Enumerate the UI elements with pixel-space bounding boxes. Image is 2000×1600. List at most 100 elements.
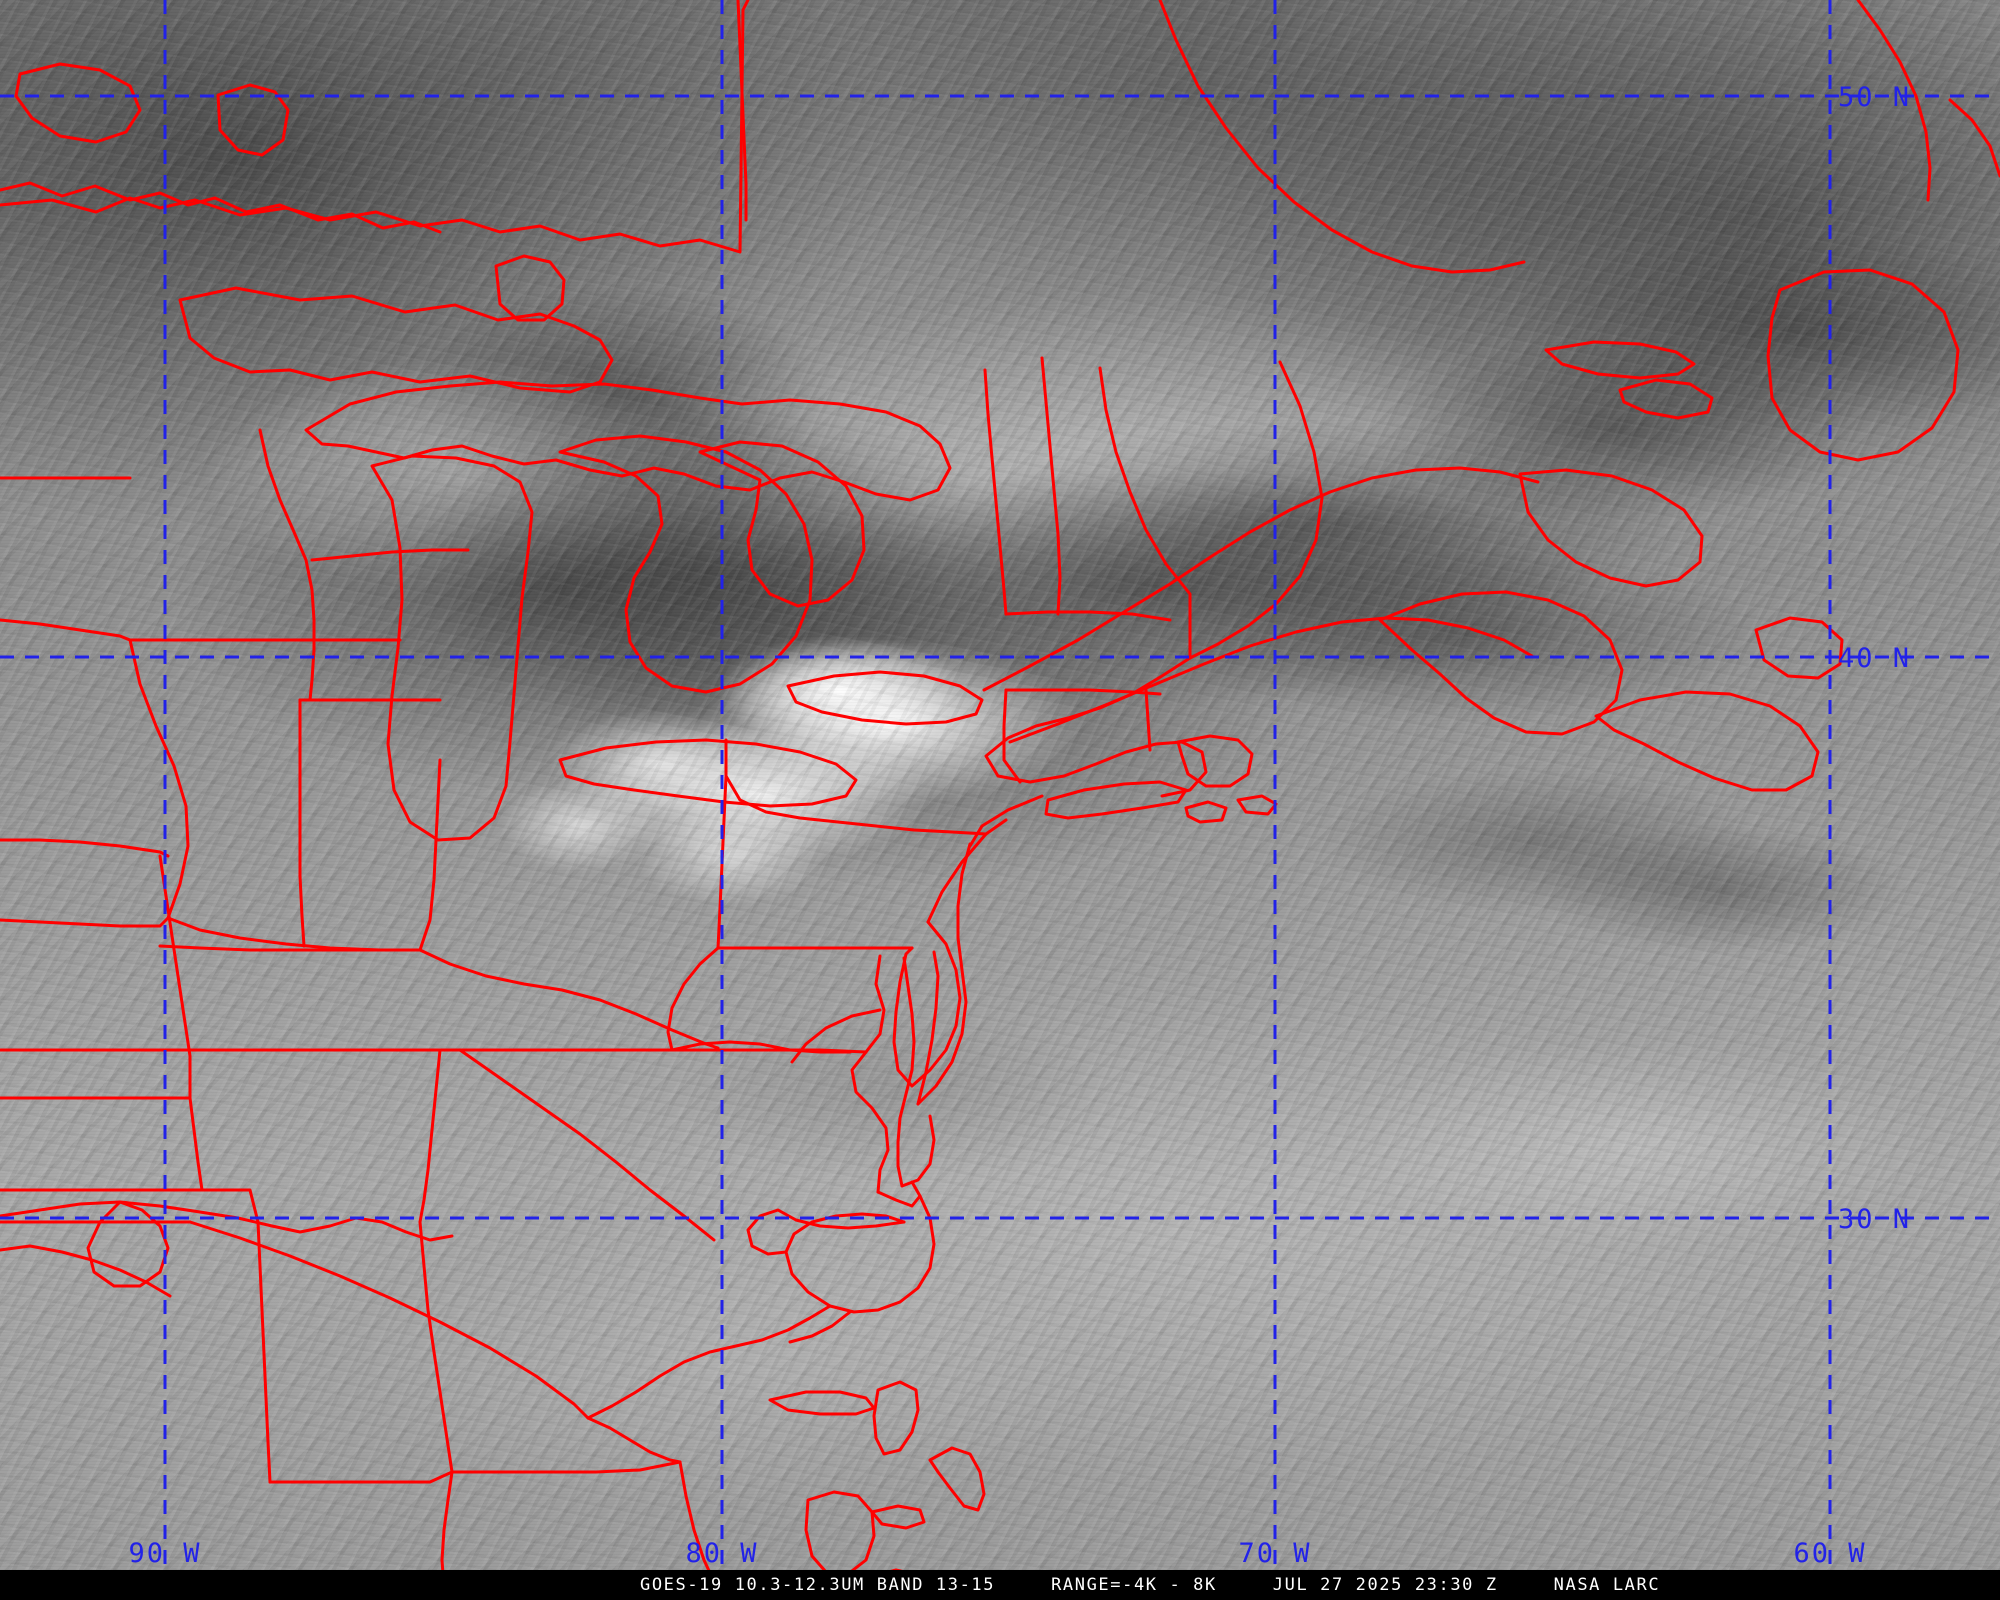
- border-ny-pennsylvania: [724, 738, 1008, 836]
- coastline-cape-breton: [1754, 616, 1844, 680]
- coastline-florida-east: [678, 1460, 718, 1588]
- border-virginia-westvirginia: [670, 1040, 852, 1054]
- border-iowa-west: [0, 618, 132, 642]
- border-mississippi-louisiana: [0, 1188, 260, 1224]
- coastline-georgian-bay: [698, 440, 866, 608]
- border-georgia-alabama: [418, 1220, 454, 1474]
- coastline-anticosti: [1544, 340, 1696, 380]
- coastline-andros: [804, 1490, 876, 1576]
- border-new-jersey: [892, 920, 962, 1088]
- border-illinois-west: [128, 638, 190, 920]
- latitude-label-40n: 40 N: [1838, 643, 1911, 674]
- border-indiana-west: [298, 698, 306, 948]
- coastline-northern-water-a: [14, 62, 142, 144]
- coastline-lake-superior: [304, 380, 952, 502]
- border-maine-west: [1098, 366, 1192, 660]
- border-canada-us-north: [0, 0, 750, 254]
- border-minnesota-wisconsin: [258, 428, 316, 702]
- coastline-hampton-roads: [876, 1180, 922, 1208]
- coastline-marthas-vineyard: [1184, 800, 1228, 824]
- border-ny-connecticut: [1002, 688, 1022, 784]
- coastline-lake-erie: [558, 738, 858, 808]
- coastline-st-lawrence-north: [982, 466, 1540, 692]
- border-vermont-newhampshire: [1040, 356, 1062, 616]
- border-ny-vermont-massachusetts: [1004, 610, 1172, 622]
- coastline-louisiana-west: [0, 1244, 172, 1298]
- caption-channel: 10.3-12.3UM: [734, 1575, 865, 1595]
- border-quebec: [1158, 0, 1526, 274]
- coastline-pamlico-sound: [784, 1212, 906, 1308]
- border-pennsylvania-west: [716, 774, 728, 950]
- coastline-chesapeake-bay-west: [850, 954, 890, 1194]
- longitude-label-90w: 90 W: [128, 1538, 201, 1569]
- coastline-new-jersey-shore: [916, 842, 972, 1106]
- coastline-nc-coast: [586, 1304, 832, 1420]
- longitude-label-80w: 80 W: [685, 1538, 758, 1569]
- border-mississippi-west: [158, 854, 192, 1100]
- coastline-lake-huron: [558, 434, 814, 694]
- longitude-label-70w: 70 W: [1238, 1538, 1311, 1569]
- coastline-core-banks: [788, 1310, 852, 1344]
- border-ontario-manitoba: [736, 0, 748, 222]
- coastline-prince-edward-island: [1618, 378, 1714, 420]
- caption-band: BAND 13-15: [876, 1575, 996, 1595]
- coastline-new-england: [984, 656, 1208, 798]
- border-nc-tennessee: [458, 1048, 716, 1242]
- latitude-label-30n: 30 N: [1838, 1204, 1911, 1235]
- border-ny-pa-east: [926, 832, 988, 924]
- coastline-northeast-edge: [1948, 98, 2000, 178]
- coastline-chesapeake-bay-east: [896, 956, 916, 1188]
- coastline-new-brunswick: [1378, 590, 1624, 736]
- border-nc-sc: [188, 1220, 590, 1420]
- coastline-northern-lakes: [0, 181, 442, 234]
- border-tennessee-north-ky: [158, 944, 402, 952]
- coastline-gulf: [0, 1200, 454, 1242]
- border-arkansas-north: [0, 916, 170, 928]
- border-georgia-west-interior: [418, 1048, 442, 1224]
- coastline-florida: [440, 1470, 454, 1588]
- coastline-labrador: [1856, 0, 1932, 202]
- coastline-new-providence: [870, 1504, 926, 1530]
- caption-satellite: GOES-19: [640, 1575, 723, 1595]
- border-ohio-west: [418, 758, 442, 952]
- latitude-label-50n: 50 N: [1838, 82, 1911, 113]
- coastline-lake-nipigon: [494, 254, 566, 322]
- caption-source: NASA LARC: [1553, 1575, 1661, 1595]
- coastline-newfoundland: [1766, 268, 1960, 462]
- coastline-lake-ontario: [786, 670, 984, 726]
- coastline-eleuthera: [928, 1446, 986, 1512]
- coastline-gaspe: [1518, 468, 1704, 588]
- border-ohio-south: [418, 948, 720, 1050]
- coastline-cape-cod: [1176, 734, 1254, 788]
- coastline-lake-winnipeg: [216, 83, 290, 157]
- coastline-long-island-sound: [968, 794, 1044, 848]
- coastline-nova-scotia: [1594, 690, 1820, 792]
- coastline-albemarle-sound: [746, 1208, 906, 1256]
- border-westvirginia: [666, 946, 720, 1052]
- coastline-nantucket: [1236, 794, 1278, 816]
- border-georgia-south: [450, 1460, 682, 1474]
- longitude-label-60w: 60 W: [1793, 1538, 1866, 1569]
- coastline-long-island: [1044, 780, 1188, 820]
- coastline-mississippi-delta: [86, 1200, 170, 1288]
- border-michigan-upper: [310, 548, 470, 562]
- coastline-maine: [1188, 360, 1324, 660]
- coastline-outer-banks: [828, 1194, 936, 1314]
- border-connecticut-rhodeisland: [1144, 688, 1152, 752]
- coastline-delmarva-east: [916, 950, 940, 1106]
- border-missouri: [0, 838, 170, 858]
- coastline-canada-lake-a: [178, 286, 614, 394]
- border-louisiana-east: [188, 1096, 204, 1192]
- coastline-abaco: [872, 1380, 920, 1456]
- border-alabama-mississippi: [256, 1220, 272, 1484]
- border-sc-georgia: [586, 1416, 682, 1464]
- border-alabama-florida: [268, 1470, 454, 1484]
- border-vermont-west: [983, 368, 1008, 616]
